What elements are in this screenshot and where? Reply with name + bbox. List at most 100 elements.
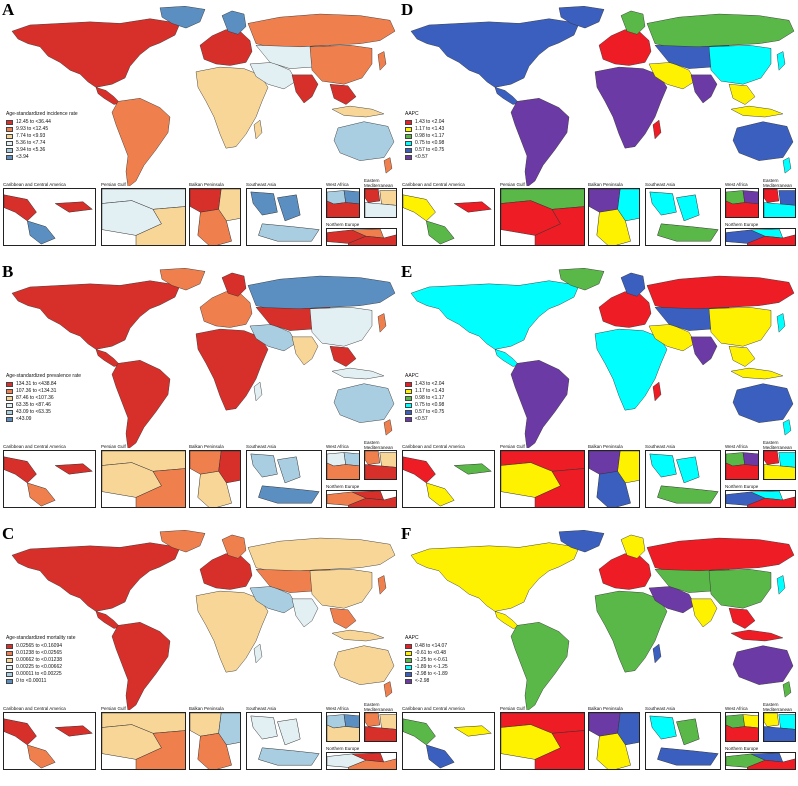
inset-region [135, 468, 185, 507]
inset-region [379, 190, 396, 206]
legend-swatch [6, 396, 13, 401]
region-south-america [111, 622, 171, 710]
region-scandinavia [221, 272, 247, 297]
legend-label: 0.48 to <14.07 [415, 643, 448, 649]
inset-region [190, 713, 222, 737]
inset-label-caribbean: Caribbean and Central America [3, 182, 66, 187]
legend-swatch [6, 679, 13, 684]
region-south-america [510, 622, 570, 710]
region-africa [594, 590, 668, 673]
inset-svg [327, 491, 396, 507]
inset-region [218, 451, 240, 484]
legend-swatch [405, 134, 412, 139]
inset-region [764, 189, 780, 203]
legend-swatch [405, 679, 412, 684]
inset-map-balkan [588, 712, 640, 770]
legend-label: 1.43 to <2.04 [415, 119, 445, 125]
inset-map-southeast-asia [645, 450, 721, 508]
legend-swatch [6, 658, 13, 663]
region-new-zealand [383, 681, 393, 698]
inset-label-southeast-asia: Southeast Asia [645, 706, 676, 711]
inset-map-caribbean [402, 188, 495, 246]
inset-region [54, 463, 93, 475]
inset-region [589, 451, 621, 475]
inset-label-northern-europe: Northern Europe [725, 746, 759, 751]
inset-label-caribbean: Caribbean and Central America [402, 444, 465, 449]
inset-region [250, 715, 278, 740]
legend-label: 9.93 to <12.45 [16, 126, 49, 132]
legend-item: 0.75 to <0.98 [405, 140, 444, 147]
legend-label: 0.57 to <0.75 [415, 147, 445, 153]
inset-region [54, 725, 93, 737]
inset-region [250, 191, 278, 216]
legend-item: 0.98 to <1.17 [405, 395, 444, 402]
legend-swatch [6, 382, 13, 387]
inset-svg [190, 713, 240, 769]
inset-label-southeast-asia: Southeast Asia [645, 444, 676, 449]
region-indonesia [331, 629, 385, 642]
map-legend: AAPC 0.48 to <14.07 -0.61 to <0.48 -1.25 to… [405, 636, 448, 685]
region-china [708, 569, 772, 609]
legend-swatch [6, 120, 13, 125]
legend-label: 0.02565 to <0.16094 [16, 643, 63, 649]
inset-map-caribbean [3, 712, 96, 770]
region-europe [199, 291, 253, 328]
panel-letter: A [2, 0, 15, 19]
legend-label: 1.43 to <2.04 [415, 381, 445, 387]
legend-swatch [6, 155, 13, 160]
panel-letter: E [401, 262, 413, 281]
region-india [291, 598, 319, 628]
legend-item: 0.00225 to <0.00662 [6, 664, 75, 671]
inset-label-west-africa: West Africa [326, 706, 349, 711]
map-legend: Age-standardized mortality rate 0.02565 t… [6, 636, 75, 685]
inset-svg [589, 189, 639, 245]
inset-label-southeast-asia: Southeast Asia [246, 182, 277, 187]
region-southeast-asia [329, 608, 357, 629]
legend-swatch [405, 382, 412, 387]
region-southeast-asia [329, 346, 357, 367]
inset-label-balkan: Balkan Peninsula [588, 444, 623, 449]
inset-svg [649, 191, 719, 242]
inset-svg [327, 753, 396, 769]
region-europe [598, 291, 652, 328]
inset-region [348, 496, 396, 507]
legend-item: 107.36 to <134.31 [6, 388, 81, 395]
inset-map-northern-europe [725, 490, 796, 508]
inset-svg [726, 714, 758, 741]
legend-title: AAPC [405, 373, 419, 379]
inset-region [764, 713, 780, 727]
inset-svg [501, 189, 584, 245]
inset-label-persian-gulf: Persian Gulf [101, 706, 126, 711]
legend-swatch [405, 389, 412, 394]
inset-label-northern-europe: Northern Europe [725, 222, 759, 227]
inset-label-persian-gulf: Persian Gulf [500, 182, 525, 187]
inset-region [343, 190, 359, 205]
inset-region [250, 453, 278, 478]
inset-region [764, 464, 795, 479]
legend-label: 0.01238 to <0.02565 [16, 650, 63, 656]
legend-swatch [405, 410, 412, 415]
legend-swatch [405, 141, 412, 146]
inset-map-eastern-med [364, 450, 397, 480]
inset-svg [589, 451, 639, 507]
inset-label-west-africa: West Africa [326, 182, 349, 187]
legend-item: 1.43 to <2.04 [405, 381, 444, 388]
inset-region [778, 452, 795, 468]
inset-map-eastern-med [763, 450, 796, 480]
inset-svg [726, 229, 795, 245]
inset-svg [327, 452, 359, 479]
region-china [309, 45, 373, 85]
inset-region [343, 452, 359, 467]
inset-svg [501, 451, 584, 507]
inset-region [589, 189, 621, 213]
region-south-america [111, 98, 171, 186]
inset-map-west-africa [725, 712, 759, 742]
inset-region [534, 206, 584, 245]
region-japan [377, 51, 387, 71]
legend-label: -2.98 to <-1.89 [415, 671, 448, 677]
legend-swatch [405, 658, 412, 663]
legend-item: 7.74 to <9.93 [6, 133, 78, 140]
inset-region [365, 451, 381, 465]
region-russia [247, 13, 396, 49]
world-map [410, 530, 795, 710]
